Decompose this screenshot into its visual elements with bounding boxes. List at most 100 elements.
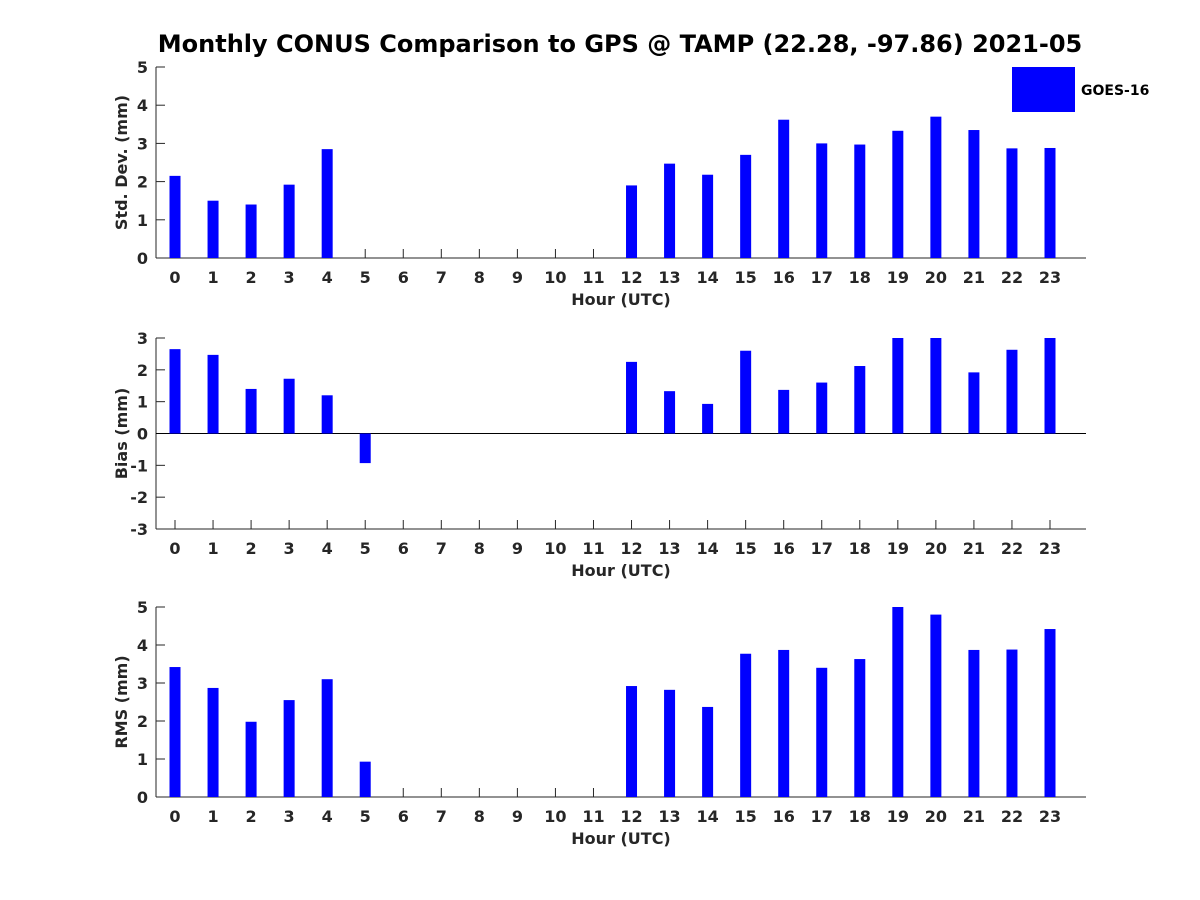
bar bbox=[702, 706, 714, 797]
y-tick-label: 1 bbox=[137, 393, 148, 412]
x-tick-label: 18 bbox=[849, 807, 871, 826]
x-tick-label: 14 bbox=[696, 539, 718, 558]
x-tick-label: 6 bbox=[398, 268, 409, 287]
bar bbox=[1044, 147, 1056, 258]
x-tick-label: 19 bbox=[887, 807, 909, 826]
bar bbox=[778, 649, 790, 797]
x-tick-label: 12 bbox=[620, 539, 642, 558]
x-axis-label: Hour (UTC) bbox=[571, 561, 671, 580]
x-tick-label: 23 bbox=[1039, 268, 1061, 287]
bar bbox=[1044, 338, 1056, 434]
bar bbox=[854, 366, 866, 434]
bar bbox=[702, 403, 714, 434]
bar bbox=[930, 116, 942, 258]
x-tick-label: 3 bbox=[284, 539, 295, 558]
x-tick-label: 12 bbox=[620, 807, 642, 826]
x-tick-label: 12 bbox=[620, 268, 642, 287]
x-tick-label: 15 bbox=[735, 807, 757, 826]
bar bbox=[626, 185, 638, 258]
x-tick-label: 5 bbox=[360, 807, 371, 826]
x-tick-label: 13 bbox=[658, 539, 680, 558]
y-tick-label: -3 bbox=[130, 520, 148, 539]
x-tick-label: 22 bbox=[1001, 539, 1023, 558]
x-tick-label: 20 bbox=[925, 807, 947, 826]
x-tick-label: 13 bbox=[658, 807, 680, 826]
bar bbox=[892, 338, 904, 434]
bar bbox=[207, 687, 219, 797]
x-tick-label: 22 bbox=[1001, 807, 1023, 826]
bar bbox=[930, 338, 942, 434]
x-tick-label: 3 bbox=[284, 268, 295, 287]
x-tick-label: 5 bbox=[360, 268, 371, 287]
y-tick-label: 3 bbox=[137, 329, 148, 348]
y-tick-label: 4 bbox=[137, 636, 148, 655]
x-tick-label: 13 bbox=[658, 268, 680, 287]
y-tick-label: 0 bbox=[137, 788, 148, 807]
bar bbox=[169, 667, 181, 797]
x-tick-label: 21 bbox=[963, 539, 985, 558]
x-tick-label: 9 bbox=[512, 268, 523, 287]
y-axis-label: Std. Dev. (mm) bbox=[112, 95, 131, 230]
bar bbox=[321, 679, 333, 797]
x-tick-label: 1 bbox=[207, 539, 218, 558]
x-tick-label: 18 bbox=[849, 268, 871, 287]
x-tick-label: 7 bbox=[436, 539, 447, 558]
x-tick-label: 2 bbox=[246, 539, 257, 558]
bar bbox=[245, 388, 257, 434]
y-tick-label: 1 bbox=[137, 750, 148, 769]
x-tick-label: 5 bbox=[360, 539, 371, 558]
x-tick-label: 1 bbox=[207, 807, 218, 826]
bar bbox=[816, 667, 828, 797]
x-tick-label: 20 bbox=[925, 268, 947, 287]
x-tick-label: 10 bbox=[544, 807, 566, 826]
y-tick-label: 5 bbox=[137, 58, 148, 77]
x-tick-label: 4 bbox=[322, 807, 333, 826]
bar bbox=[664, 689, 676, 797]
x-tick-label: 15 bbox=[735, 539, 757, 558]
x-tick-label: 3 bbox=[284, 807, 295, 826]
x-axis-label: Hour (UTC) bbox=[571, 829, 671, 848]
y-tick-label: 2 bbox=[137, 361, 148, 380]
x-tick-label: 19 bbox=[887, 539, 909, 558]
x-tick-label: 17 bbox=[811, 807, 833, 826]
y-tick-label: -2 bbox=[130, 488, 148, 507]
y-axis-label: RMS (mm) bbox=[112, 655, 131, 748]
legend-swatch bbox=[1012, 67, 1075, 112]
y-tick-label: 0 bbox=[137, 249, 148, 268]
bar bbox=[778, 119, 790, 258]
x-tick-label: 8 bbox=[474, 807, 485, 826]
bar bbox=[816, 143, 828, 258]
bar bbox=[1006, 649, 1018, 797]
x-tick-label: 6 bbox=[398, 539, 409, 558]
bar bbox=[626, 686, 638, 797]
bar bbox=[854, 144, 866, 258]
y-tick-label: 1 bbox=[137, 211, 148, 230]
x-tick-label: 2 bbox=[246, 807, 257, 826]
bar bbox=[321, 395, 333, 434]
x-tick-label: 0 bbox=[169, 268, 180, 287]
x-axis-label: Hour (UTC) bbox=[571, 290, 671, 309]
x-tick-label: 8 bbox=[474, 268, 485, 287]
y-tick-label: 2 bbox=[137, 712, 148, 731]
bar bbox=[930, 614, 942, 797]
bar bbox=[816, 382, 828, 434]
y-axis-label: Bias (mm) bbox=[112, 388, 131, 480]
bar bbox=[892, 607, 904, 797]
x-tick-label: 6 bbox=[398, 807, 409, 826]
bar bbox=[207, 200, 219, 258]
x-tick-label: 14 bbox=[696, 807, 718, 826]
x-tick-label: 10 bbox=[544, 268, 566, 287]
x-tick-label: 11 bbox=[582, 539, 604, 558]
bar bbox=[664, 163, 676, 258]
x-tick-label: 1 bbox=[207, 268, 218, 287]
bar bbox=[778, 389, 790, 434]
bar bbox=[207, 354, 219, 434]
bar bbox=[283, 378, 295, 434]
bar bbox=[1044, 629, 1056, 797]
legend: GOES-16 bbox=[1012, 67, 1149, 112]
y-tick-label: 5 bbox=[137, 598, 148, 617]
bar bbox=[283, 700, 295, 797]
x-tick-label: 7 bbox=[436, 268, 447, 287]
bar bbox=[626, 361, 638, 434]
